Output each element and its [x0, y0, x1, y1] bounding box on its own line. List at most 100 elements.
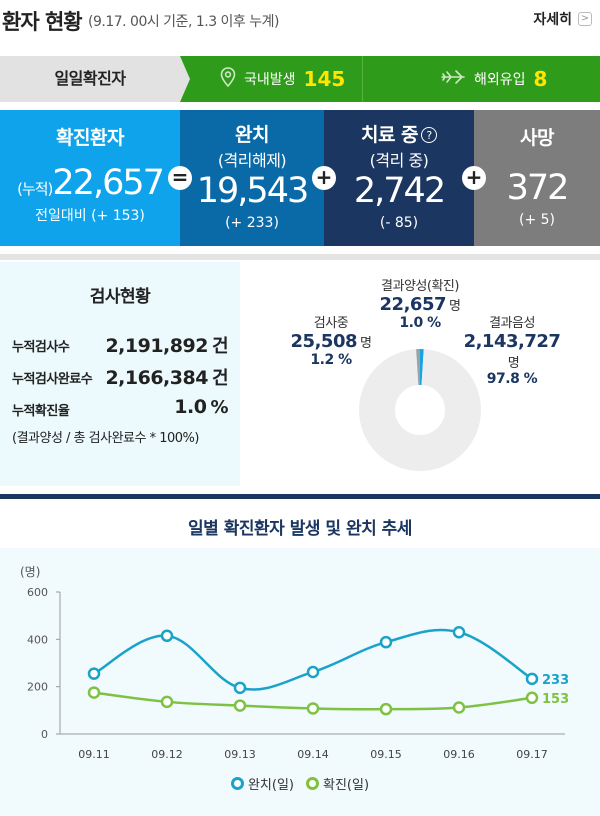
test-row: 누적검사수 2,191,892 건 [12, 335, 229, 357]
test-row-value: 2,191,892 [105, 335, 208, 357]
data-point [87, 686, 101, 699]
chart-background [0, 548, 600, 816]
testing-pct: 1.2 % [310, 352, 352, 368]
deaths-value: 372 [506, 168, 570, 208]
chevron-right-icon: > [578, 12, 592, 26]
imported-cases: 해외유입 8 [362, 56, 600, 102]
negative-pct: 97.8 % [486, 371, 538, 387]
data-point [233, 681, 247, 695]
data-point [306, 665, 320, 679]
test-row-label: 누적검사수 [12, 340, 70, 355]
negative-label: 결과음성 [489, 316, 535, 331]
released-box: 완치 (격리해제) 19,543 (+ 233) [180, 110, 324, 246]
positive-pct: 1.0 % [399, 315, 441, 331]
donut-slice-negative [359, 349, 481, 471]
y-tick-label: 600 [27, 586, 48, 599]
test-row-value: 2,166,384 [105, 367, 208, 389]
domestic-cases: 국내발생 145 [180, 56, 362, 102]
details-link[interactable]: 자세히 > [533, 9, 592, 29]
x-tick-label: 09.15 [370, 748, 402, 761]
confirmed-prefix: (누적) [17, 180, 53, 198]
data-point [160, 695, 174, 709]
divider [0, 254, 600, 260]
testing-unit: 명 [360, 336, 372, 351]
data-point [233, 699, 247, 712]
legend-label: 완치(일) [247, 778, 294, 793]
test-row: 누적검사완료수 2,166,384 건 [12, 367, 229, 389]
location-pin-icon [220, 67, 236, 91]
chart-title: 일별 확진환자 발생 및 완치 추세 [188, 519, 412, 539]
confirmed-value: 22,657 [52, 163, 164, 203]
negative-value: 2,143,727 [463, 331, 561, 352]
y-tick-label: 0 [41, 728, 48, 741]
test-status-title: 검사현황 [89, 287, 151, 307]
page-title: 환자 현황 [2, 10, 83, 34]
deaths-box: 사망 372 (+ 5) [474, 110, 600, 246]
data-point [452, 701, 466, 714]
x-tick-label: 09.12 [151, 748, 183, 761]
test-rate-note: (결과양성 / 총 검사완료수 * 100%) [12, 431, 199, 446]
test-row-value: 1.0 [174, 396, 207, 418]
donut-label-testing: 검사중 25,508 명 1.2 % [286, 312, 376, 368]
daily-confirmed-label: 일일확진자 [0, 56, 180, 102]
test-status-panel: 검사현황 누적검사수 2,191,892 건 누적검사완료수 2,166,384 건… [0, 262, 240, 486]
donut-slice-testing [359, 349, 481, 471]
data-point [306, 702, 320, 715]
data-point [525, 672, 539, 686]
header: 환자 현황 (9.17. 00시 기준, 1.3 이후 누계) 자세히 > [0, 0, 600, 40]
deaths-title: 사망 [520, 127, 554, 149]
import-label: 해외유입 [474, 72, 526, 88]
daily-confirmed-bar: 일일확진자 국내발생 145 해외유입 8 [0, 56, 600, 102]
released-delta: (+ 233) [225, 215, 279, 231]
x-tick-label: 09.16 [443, 748, 475, 761]
data-point [379, 635, 393, 649]
test-result-donut [359, 349, 481, 471]
confirmed-delta: 전일대비 (+ 153) [35, 208, 145, 224]
treating-box: 치료 중? (격리 중) 2,742 (- 85) [324, 110, 474, 246]
plus-icon: + [462, 166, 486, 190]
confirmed-box: 확진환자 (누적) 22,657 전일대비 (+ 153) [0, 110, 180, 246]
import-value: 8 [533, 67, 548, 91]
equals-icon: = [168, 166, 192, 190]
confirmed-title: 확진환자 [56, 127, 124, 149]
series-line-0 [93, 628, 533, 691]
treating-delta: (- 85) [379, 215, 419, 231]
positive-value: 22,657 [379, 294, 447, 315]
treating-value: 2,742 [353, 171, 446, 211]
test-row-unit: % [210, 397, 228, 418]
treating-sub: (격리 중) [369, 151, 429, 170]
legend-label: 확진(일) [323, 778, 370, 793]
test-row: 누적확진율 1.0% [12, 396, 228, 419]
data-point [160, 629, 174, 643]
status-summary: 확진환자 (누적) 22,657 전일대비 (+ 153) 완치 (격리해제) … [0, 110, 600, 246]
legend-marker [230, 777, 244, 790]
donut-label-negative: 결과음성 2,143,727 명 97.8 % [462, 312, 562, 387]
plus-icon: + [312, 166, 336, 190]
negative-unit: 명 [507, 356, 520, 371]
domestic-label: 국내발생 [244, 72, 296, 88]
x-tick-label: 09.13 [224, 748, 256, 761]
test-row-unit: 건 [211, 368, 229, 389]
airplane-icon [440, 69, 466, 89]
help-icon[interactable]: ? [421, 127, 438, 143]
end-value-label: 153 [542, 692, 569, 707]
test-row-label: 누적확진율 [12, 404, 70, 419]
y-tick-label: 400 [27, 633, 48, 646]
positive-unit: 명 [449, 299, 461, 314]
deaths-delta: (+ 5) [518, 212, 555, 228]
legend-item-released[interactable]: 완치(일) [230, 774, 294, 793]
x-tick-label: 09.14 [297, 748, 329, 761]
test-row-label: 누적검사완료수 [12, 372, 93, 387]
released-title: 완치 [235, 124, 269, 146]
domestic-value: 145 [303, 67, 346, 91]
y-tick-label: 200 [27, 681, 48, 694]
legend-marker [306, 777, 319, 790]
legend-item-confirmed[interactable]: 확진(일) [306, 774, 369, 793]
chart-legend: 완치(일) 확진(일) [0, 774, 600, 793]
data-point [379, 702, 393, 716]
end-value-label: 233 [542, 673, 569, 688]
test-row-unit: 건 [211, 336, 229, 357]
positive-label: 결과양성(확진) [381, 279, 459, 294]
testing-value: 25,508 [290, 331, 358, 352]
data-point [525, 691, 539, 705]
